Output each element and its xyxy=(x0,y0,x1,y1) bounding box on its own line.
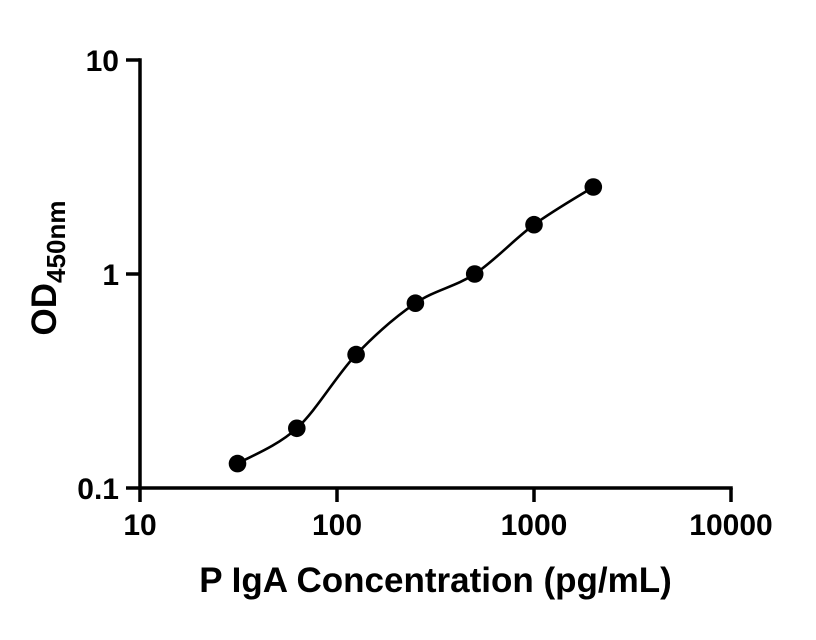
data-point xyxy=(228,454,247,473)
data-point xyxy=(584,178,603,196)
data-point xyxy=(465,265,484,283)
data-point xyxy=(406,294,425,313)
axes-frame xyxy=(138,58,733,490)
x-axis-title: P IgA Concentration (pg/mL) xyxy=(199,561,671,600)
data-point xyxy=(525,215,543,234)
y-tick-label: 10 xyxy=(86,45,119,78)
y-axis-title-subscript: 450nm xyxy=(41,201,71,283)
x-tick-label: 1000 xyxy=(501,509,568,542)
data-point xyxy=(288,419,306,438)
x-tick-label: 10000 xyxy=(689,509,772,542)
x-tick-label: 10 xyxy=(123,509,156,542)
y-tick-label: 0.1 xyxy=(77,473,119,506)
y-axis-title-main: OD xyxy=(25,283,64,336)
y-tick-label: 1 xyxy=(102,259,119,292)
x-tick-label: 100 xyxy=(312,509,362,542)
y-axis-title: OD450nm xyxy=(25,201,71,336)
data-point xyxy=(347,345,365,364)
